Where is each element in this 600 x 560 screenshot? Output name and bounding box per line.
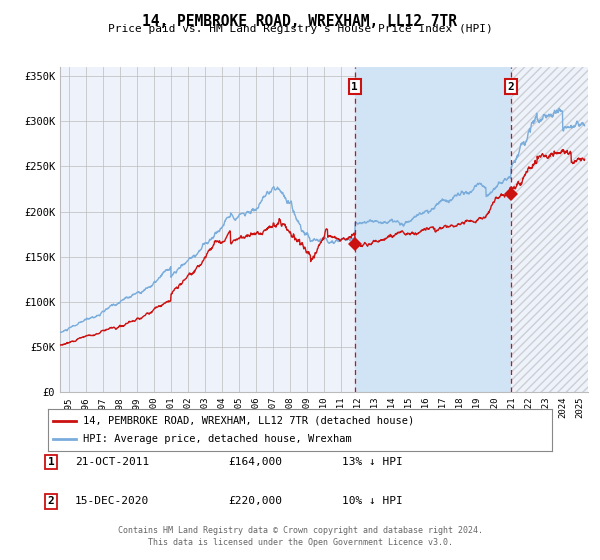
- Bar: [355, 67, 511, 392]
- Text: Price paid vs. HM Land Registry's House Price Index (HPI): Price paid vs. HM Land Registry's House …: [107, 24, 493, 34]
- Text: 1: 1: [352, 82, 358, 92]
- Text: 15-DEC-2020: 15-DEC-2020: [75, 496, 149, 506]
- Text: This data is licensed under the Open Government Licence v3.0.: This data is licensed under the Open Gov…: [148, 538, 452, 547]
- Text: £164,000: £164,000: [228, 457, 282, 467]
- Text: HPI: Average price, detached house, Wrexham: HPI: Average price, detached house, Wrex…: [83, 434, 352, 444]
- Text: 21-OCT-2011: 21-OCT-2011: [75, 457, 149, 467]
- Text: 2: 2: [47, 496, 55, 506]
- Text: 2: 2: [507, 82, 514, 92]
- Text: 13% ↓ HPI: 13% ↓ HPI: [342, 457, 403, 467]
- Text: 10% ↓ HPI: 10% ↓ HPI: [342, 496, 403, 506]
- Text: 14, PEMBROKE ROAD, WREXHAM, LL12 7TR: 14, PEMBROKE ROAD, WREXHAM, LL12 7TR: [143, 14, 458, 29]
- Bar: [511, 67, 588, 392]
- Text: Contains HM Land Registry data © Crown copyright and database right 2024.: Contains HM Land Registry data © Crown c…: [118, 526, 482, 535]
- Text: 1: 1: [47, 457, 55, 467]
- Text: 14, PEMBROKE ROAD, WREXHAM, LL12 7TR (detached house): 14, PEMBROKE ROAD, WREXHAM, LL12 7TR (de…: [83, 416, 415, 426]
- Bar: [511, 67, 588, 392]
- Text: £220,000: £220,000: [228, 496, 282, 506]
